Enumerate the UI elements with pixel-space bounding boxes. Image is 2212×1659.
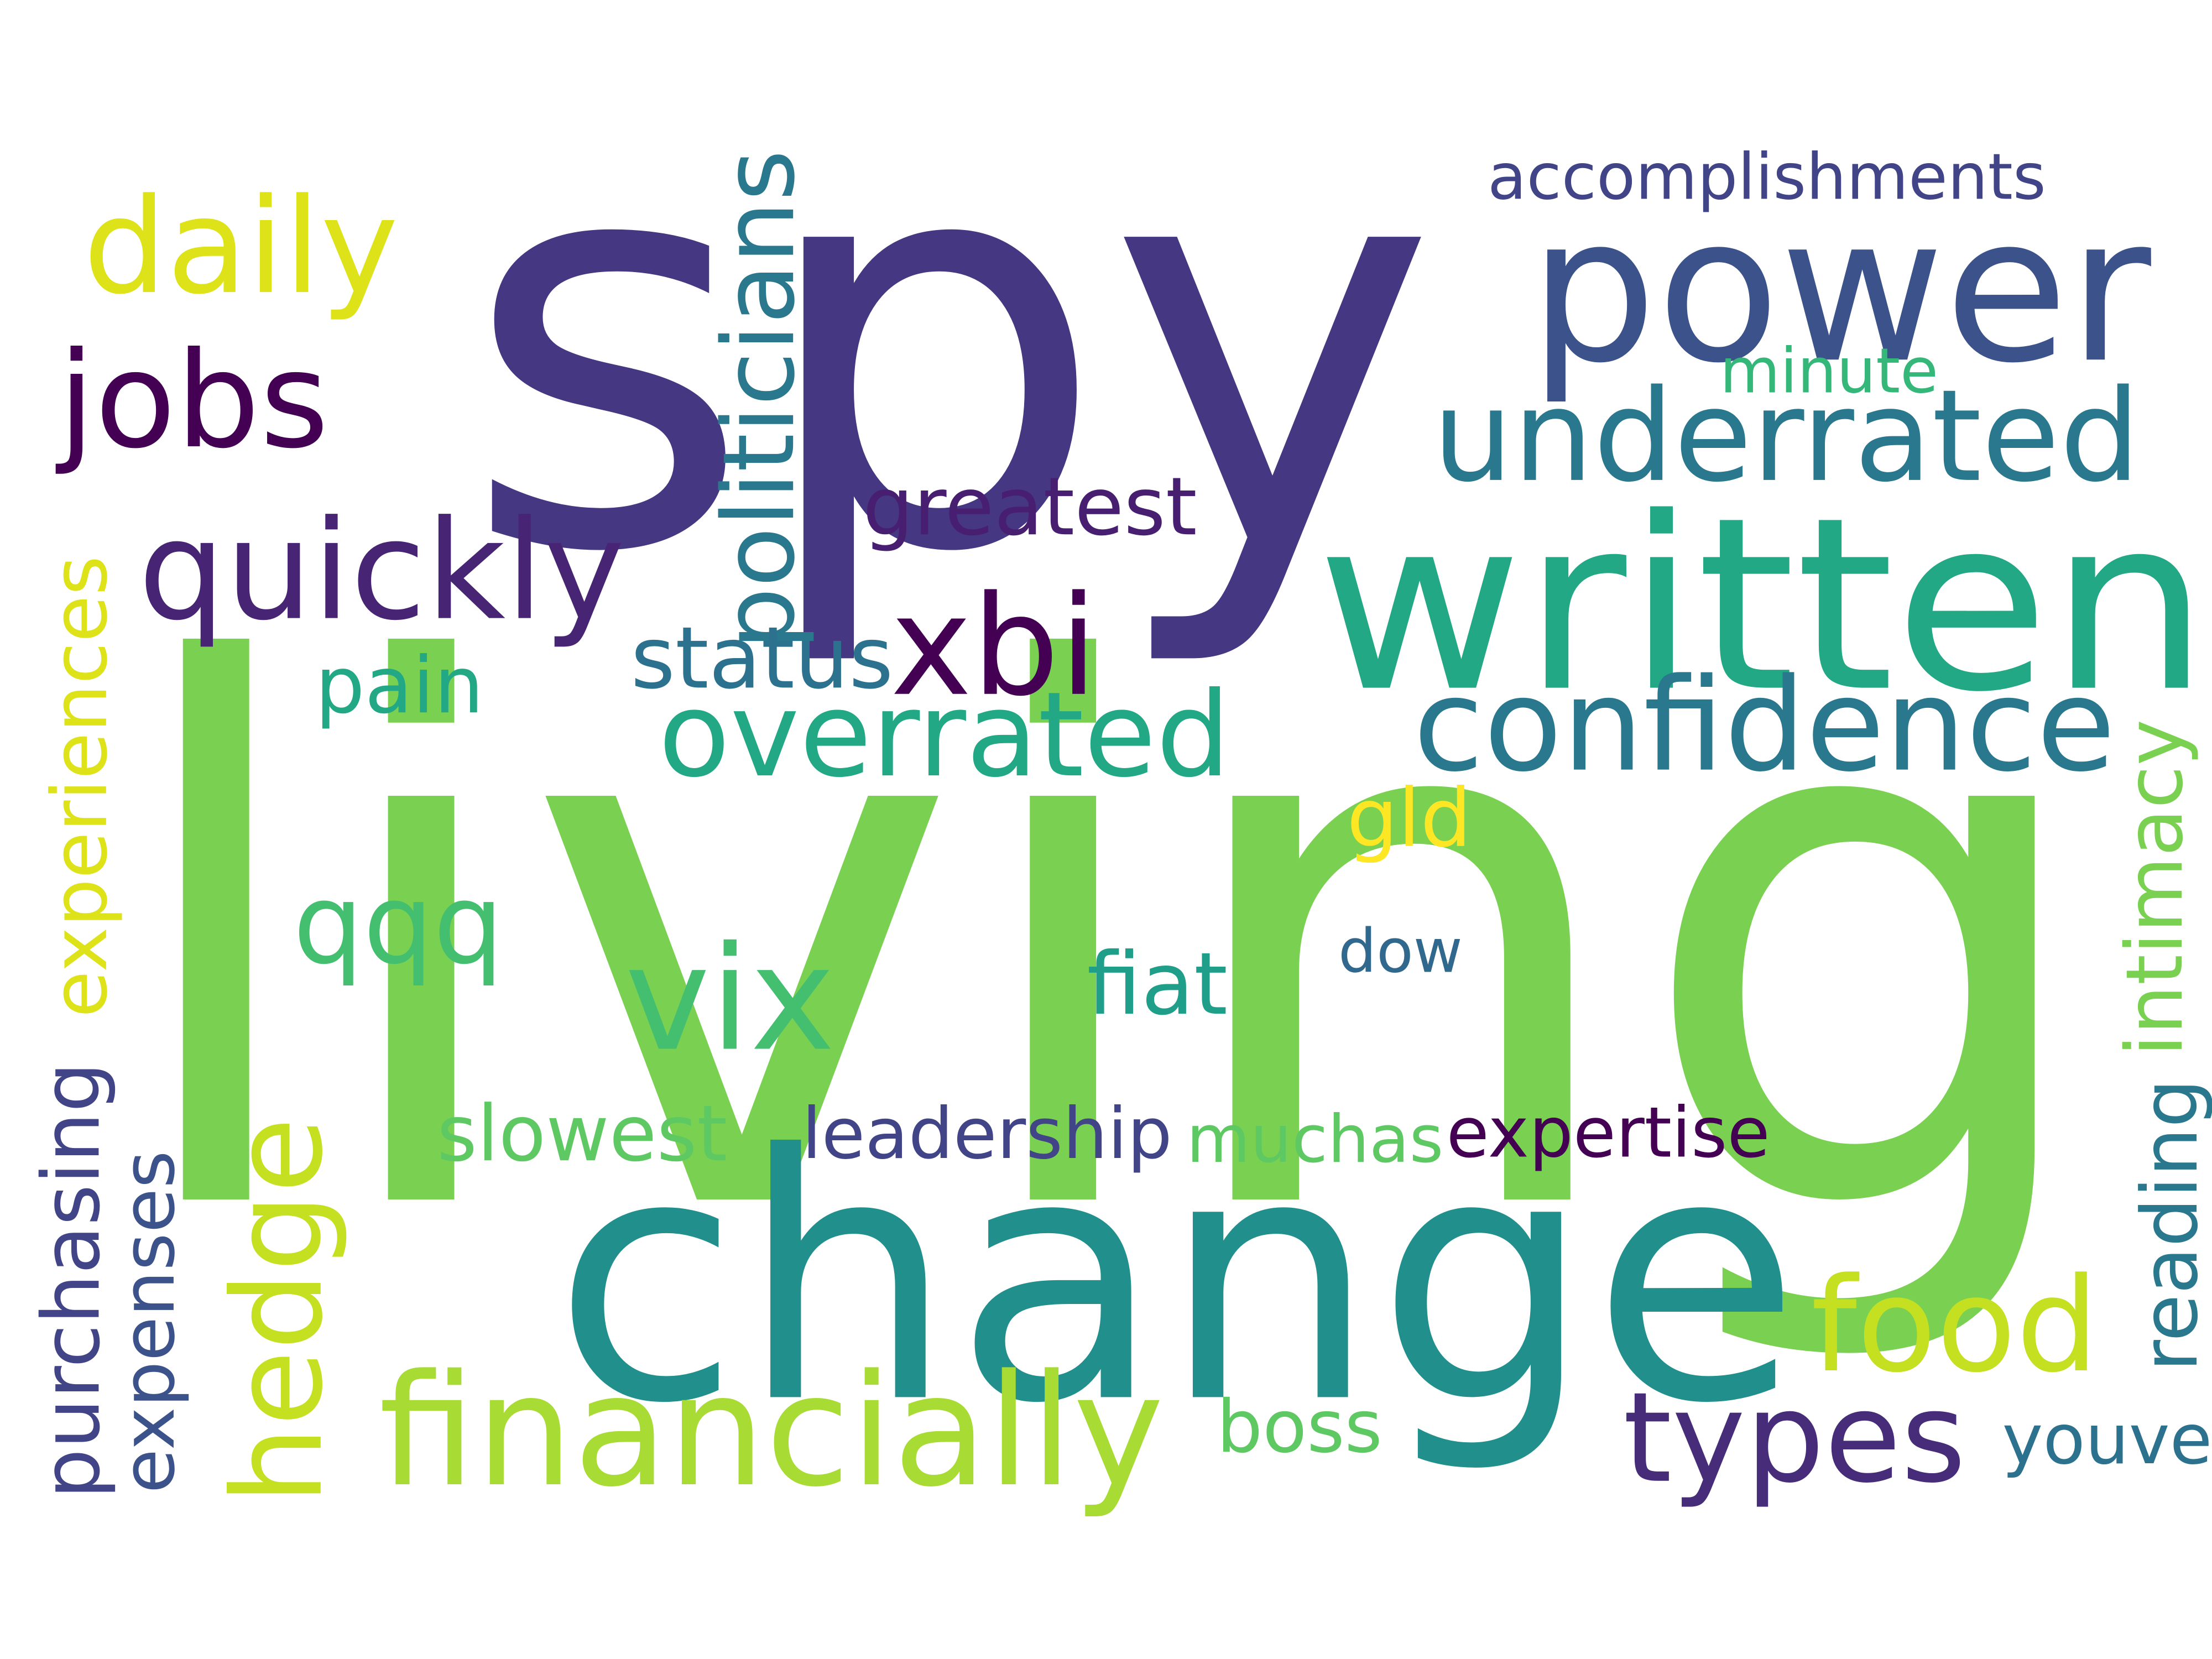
- word-gld: gld: [1346, 771, 1472, 865]
- word-minute: minute: [1719, 336, 1939, 408]
- word-types: types: [1623, 1365, 1966, 1510]
- word-expenses: expenses: [107, 1150, 191, 1494]
- word-xbi: xbi: [890, 566, 1098, 727]
- word-confidence: confidence: [1413, 651, 2116, 800]
- word-daily: daily: [83, 170, 398, 324]
- word-boss: boss: [1217, 1384, 1383, 1469]
- word-leadership: leadership: [802, 1092, 1172, 1175]
- word-dow: dow: [1338, 916, 1463, 986]
- word-power: power: [1529, 173, 2151, 408]
- word-financially: financially: [378, 1340, 1165, 1521]
- word-reading: reading: [2125, 1078, 2212, 1371]
- word-slowest: slowest: [436, 1088, 728, 1179]
- word-qqq: qqq: [293, 860, 504, 989]
- word-muchas: muchas: [1186, 1101, 1443, 1177]
- word-youve: youve: [2002, 1399, 2212, 1480]
- word-purchasing: purchasing: [25, 1062, 118, 1499]
- word-quickly: quickly: [138, 491, 625, 651]
- word-written: written: [1316, 466, 2209, 745]
- word-food: food: [1811, 1249, 2099, 1401]
- word-living: living: [113, 514, 2102, 1374]
- word-fiat: fiat: [1087, 933, 1228, 1034]
- word-politicians: politicians: [701, 149, 817, 650]
- word-jobs: jobs: [58, 324, 329, 478]
- word-greatest: greatest: [863, 460, 1197, 554]
- word-status: status: [630, 608, 894, 708]
- word-expertise: expertise: [1446, 1092, 1770, 1173]
- word-spy: spy: [462, 24, 1438, 675]
- word-change: change: [552, 1082, 1801, 1478]
- word-underrated: underrated: [1432, 363, 2140, 510]
- word-pain: pain: [315, 640, 484, 731]
- word-overrated: overrated: [658, 666, 1230, 804]
- word-vix: vix: [624, 915, 836, 1083]
- word-experiences: experiences: [35, 555, 124, 1018]
- word-hedge: hedge: [206, 1117, 350, 1505]
- word-accomplishments: accomplishments: [1488, 140, 2046, 214]
- word-intimacy: intimacy: [2109, 719, 2200, 1056]
